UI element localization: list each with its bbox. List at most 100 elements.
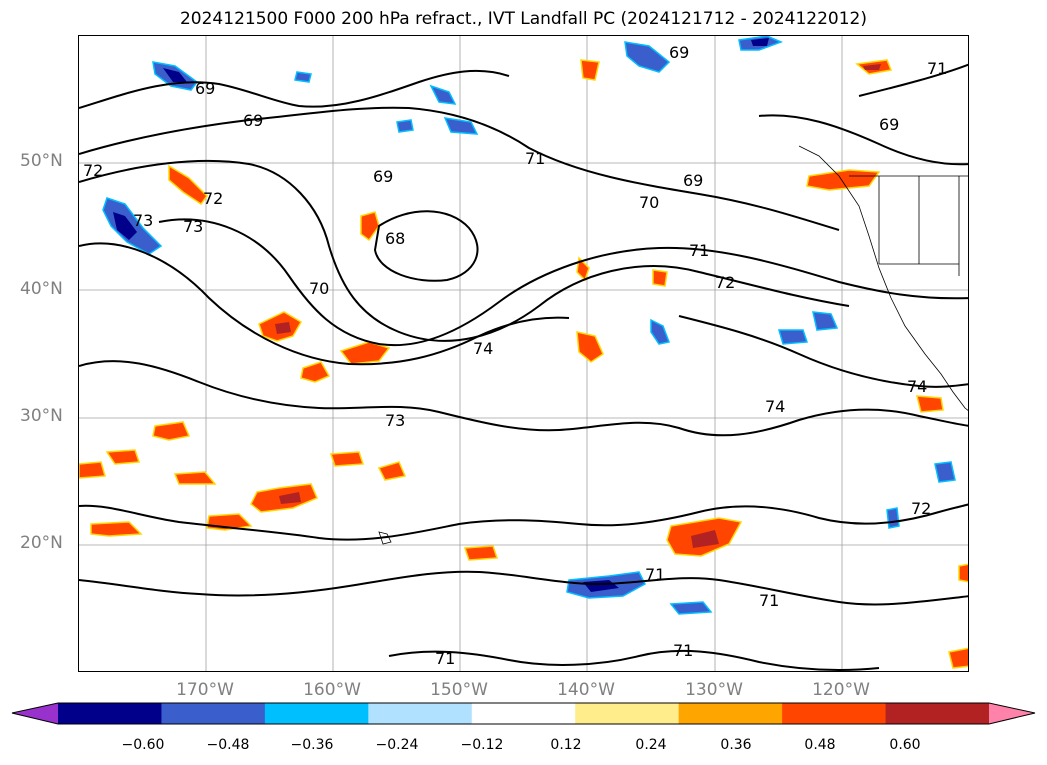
contour-line bbox=[158, 218, 968, 347]
fill-patch bbox=[948, 647, 968, 669]
lat-label-40n: 40°N bbox=[20, 279, 63, 299]
contour-label: 70 bbox=[639, 193, 659, 212]
contour-label: 72 bbox=[203, 189, 223, 208]
colorbar-extend-max bbox=[989, 703, 1035, 724]
contour-label: 73 bbox=[133, 211, 153, 230]
colorbar-outline bbox=[11, 702, 1036, 725]
negative-anomaly-cores bbox=[113, 38, 769, 592]
contour-line bbox=[373, 210, 479, 282]
fill-patch bbox=[624, 41, 671, 73]
fill-patch bbox=[105, 449, 141, 465]
fill-core bbox=[751, 38, 769, 46]
contour-label: 74 bbox=[473, 339, 493, 358]
contour-label: 71 bbox=[759, 591, 779, 610]
fill-patch bbox=[916, 395, 944, 413]
fill-patch bbox=[778, 329, 809, 345]
contour-line bbox=[758, 114, 968, 166]
contour-label: 69 bbox=[669, 43, 689, 62]
contour-label: 70 bbox=[309, 279, 329, 298]
colorbar-extend-min bbox=[12, 703, 58, 724]
fill-core bbox=[691, 530, 719, 548]
lon-label-160w: 160°W bbox=[303, 680, 361, 700]
contour-line bbox=[79, 159, 850, 342]
contour-label: 69 bbox=[373, 167, 393, 186]
contour-label: 68 bbox=[385, 229, 405, 248]
colorbar-segments bbox=[12, 703, 1035, 724]
colorbar-segment bbox=[264, 703, 369, 724]
fill-patch bbox=[463, 545, 499, 561]
colorbar-tick-label: 0.36 bbox=[720, 737, 752, 753]
colorbar-tick-label: 0.60 bbox=[889, 737, 921, 753]
colorbar-segment bbox=[678, 703, 783, 724]
contour-line bbox=[79, 360, 968, 437]
contour-label: 71 bbox=[927, 59, 947, 78]
colorbar-tick-label: −0.24 bbox=[375, 737, 419, 753]
contour-labels: 69 69 69 71 69 69 72 73 73 72 69 68 70 7… bbox=[83, 43, 947, 668]
contour-line bbox=[678, 315, 968, 388]
map-panel[interactable]: 69 69 69 71 69 69 72 73 73 72 69 68 70 7… bbox=[78, 35, 969, 672]
fill-patch bbox=[294, 71, 312, 83]
colorbar-segment bbox=[58, 703, 162, 724]
contour-label: 71 bbox=[525, 149, 545, 168]
colorbar-tick-label: −0.60 bbox=[121, 737, 165, 753]
lat-label-20n: 20°N bbox=[20, 533, 63, 553]
fill-patch bbox=[886, 507, 900, 529]
contour-label: 71 bbox=[645, 565, 665, 584]
fill-core bbox=[163, 68, 187, 82]
fill-patch bbox=[669, 601, 713, 615]
colorbar-tick-label: −0.48 bbox=[206, 737, 250, 753]
fill-patch bbox=[652, 269, 668, 287]
fill-patch bbox=[152, 421, 191, 441]
contour-label: 72 bbox=[715, 273, 735, 292]
contour-line bbox=[79, 106, 840, 231]
fill-patch bbox=[429, 84, 457, 105]
colorbar-tick-label: −0.12 bbox=[460, 737, 504, 753]
positive-anomaly-cores bbox=[275, 64, 881, 548]
map-canvas: 69 69 69 71 69 69 72 73 73 72 69 68 70 7… bbox=[79, 36, 968, 671]
lat-label-30n: 30°N bbox=[20, 406, 63, 426]
contour-label: 69 bbox=[243, 111, 263, 130]
fill-patch bbox=[300, 361, 331, 383]
contour-label: 72 bbox=[83, 161, 103, 180]
contour-label: 71 bbox=[435, 649, 455, 668]
colorbar-tick-label: 0.12 bbox=[550, 737, 582, 753]
lon-label-170w: 170°W bbox=[176, 680, 234, 700]
lon-label-120w: 120°W bbox=[812, 680, 870, 700]
fill-core bbox=[275, 322, 291, 334]
coastline-north-america bbox=[798, 145, 968, 411]
colorbar-tick-label: 0.24 bbox=[635, 737, 667, 753]
fill-patch bbox=[79, 461, 106, 479]
fill-patch bbox=[812, 311, 839, 331]
border-us-states bbox=[878, 176, 960, 276]
refractivity-contours bbox=[79, 63, 968, 671]
colorbar-segment bbox=[575, 703, 680, 724]
graticule bbox=[79, 36, 968, 671]
colorbar-tick-label: 0.48 bbox=[804, 737, 836, 753]
contour-line bbox=[79, 503, 968, 541]
fill-patch bbox=[934, 461, 956, 483]
coastline-hawaii bbox=[378, 531, 392, 545]
colorbar-segment bbox=[368, 703, 473, 724]
colorbar-segment bbox=[161, 703, 266, 724]
contour-label: 69 bbox=[683, 171, 703, 190]
contour-label: 74 bbox=[765, 397, 785, 416]
fill-patch bbox=[396, 119, 414, 133]
fill-core bbox=[113, 212, 137, 240]
contour-label: 69 bbox=[195, 79, 215, 98]
contour-line bbox=[79, 69, 510, 109]
fill-patch bbox=[90, 521, 143, 537]
colorbar-tick-label: −0.36 bbox=[290, 737, 334, 753]
fill-patch bbox=[360, 211, 380, 242]
contour-label: 71 bbox=[673, 641, 693, 660]
fill-patch bbox=[173, 471, 217, 485]
colorbar bbox=[11, 702, 1036, 725]
lon-label-150w: 150°W bbox=[430, 680, 488, 700]
positive-anomaly-fills bbox=[79, 59, 968, 669]
contour-line bbox=[79, 570, 968, 606]
fill-core bbox=[863, 64, 881, 70]
contour-line bbox=[388, 649, 880, 671]
fill-patch bbox=[650, 318, 671, 345]
fill-patch bbox=[580, 59, 600, 81]
lat-label-50n: 50°N bbox=[20, 151, 63, 171]
fill-patch bbox=[576, 331, 604, 363]
